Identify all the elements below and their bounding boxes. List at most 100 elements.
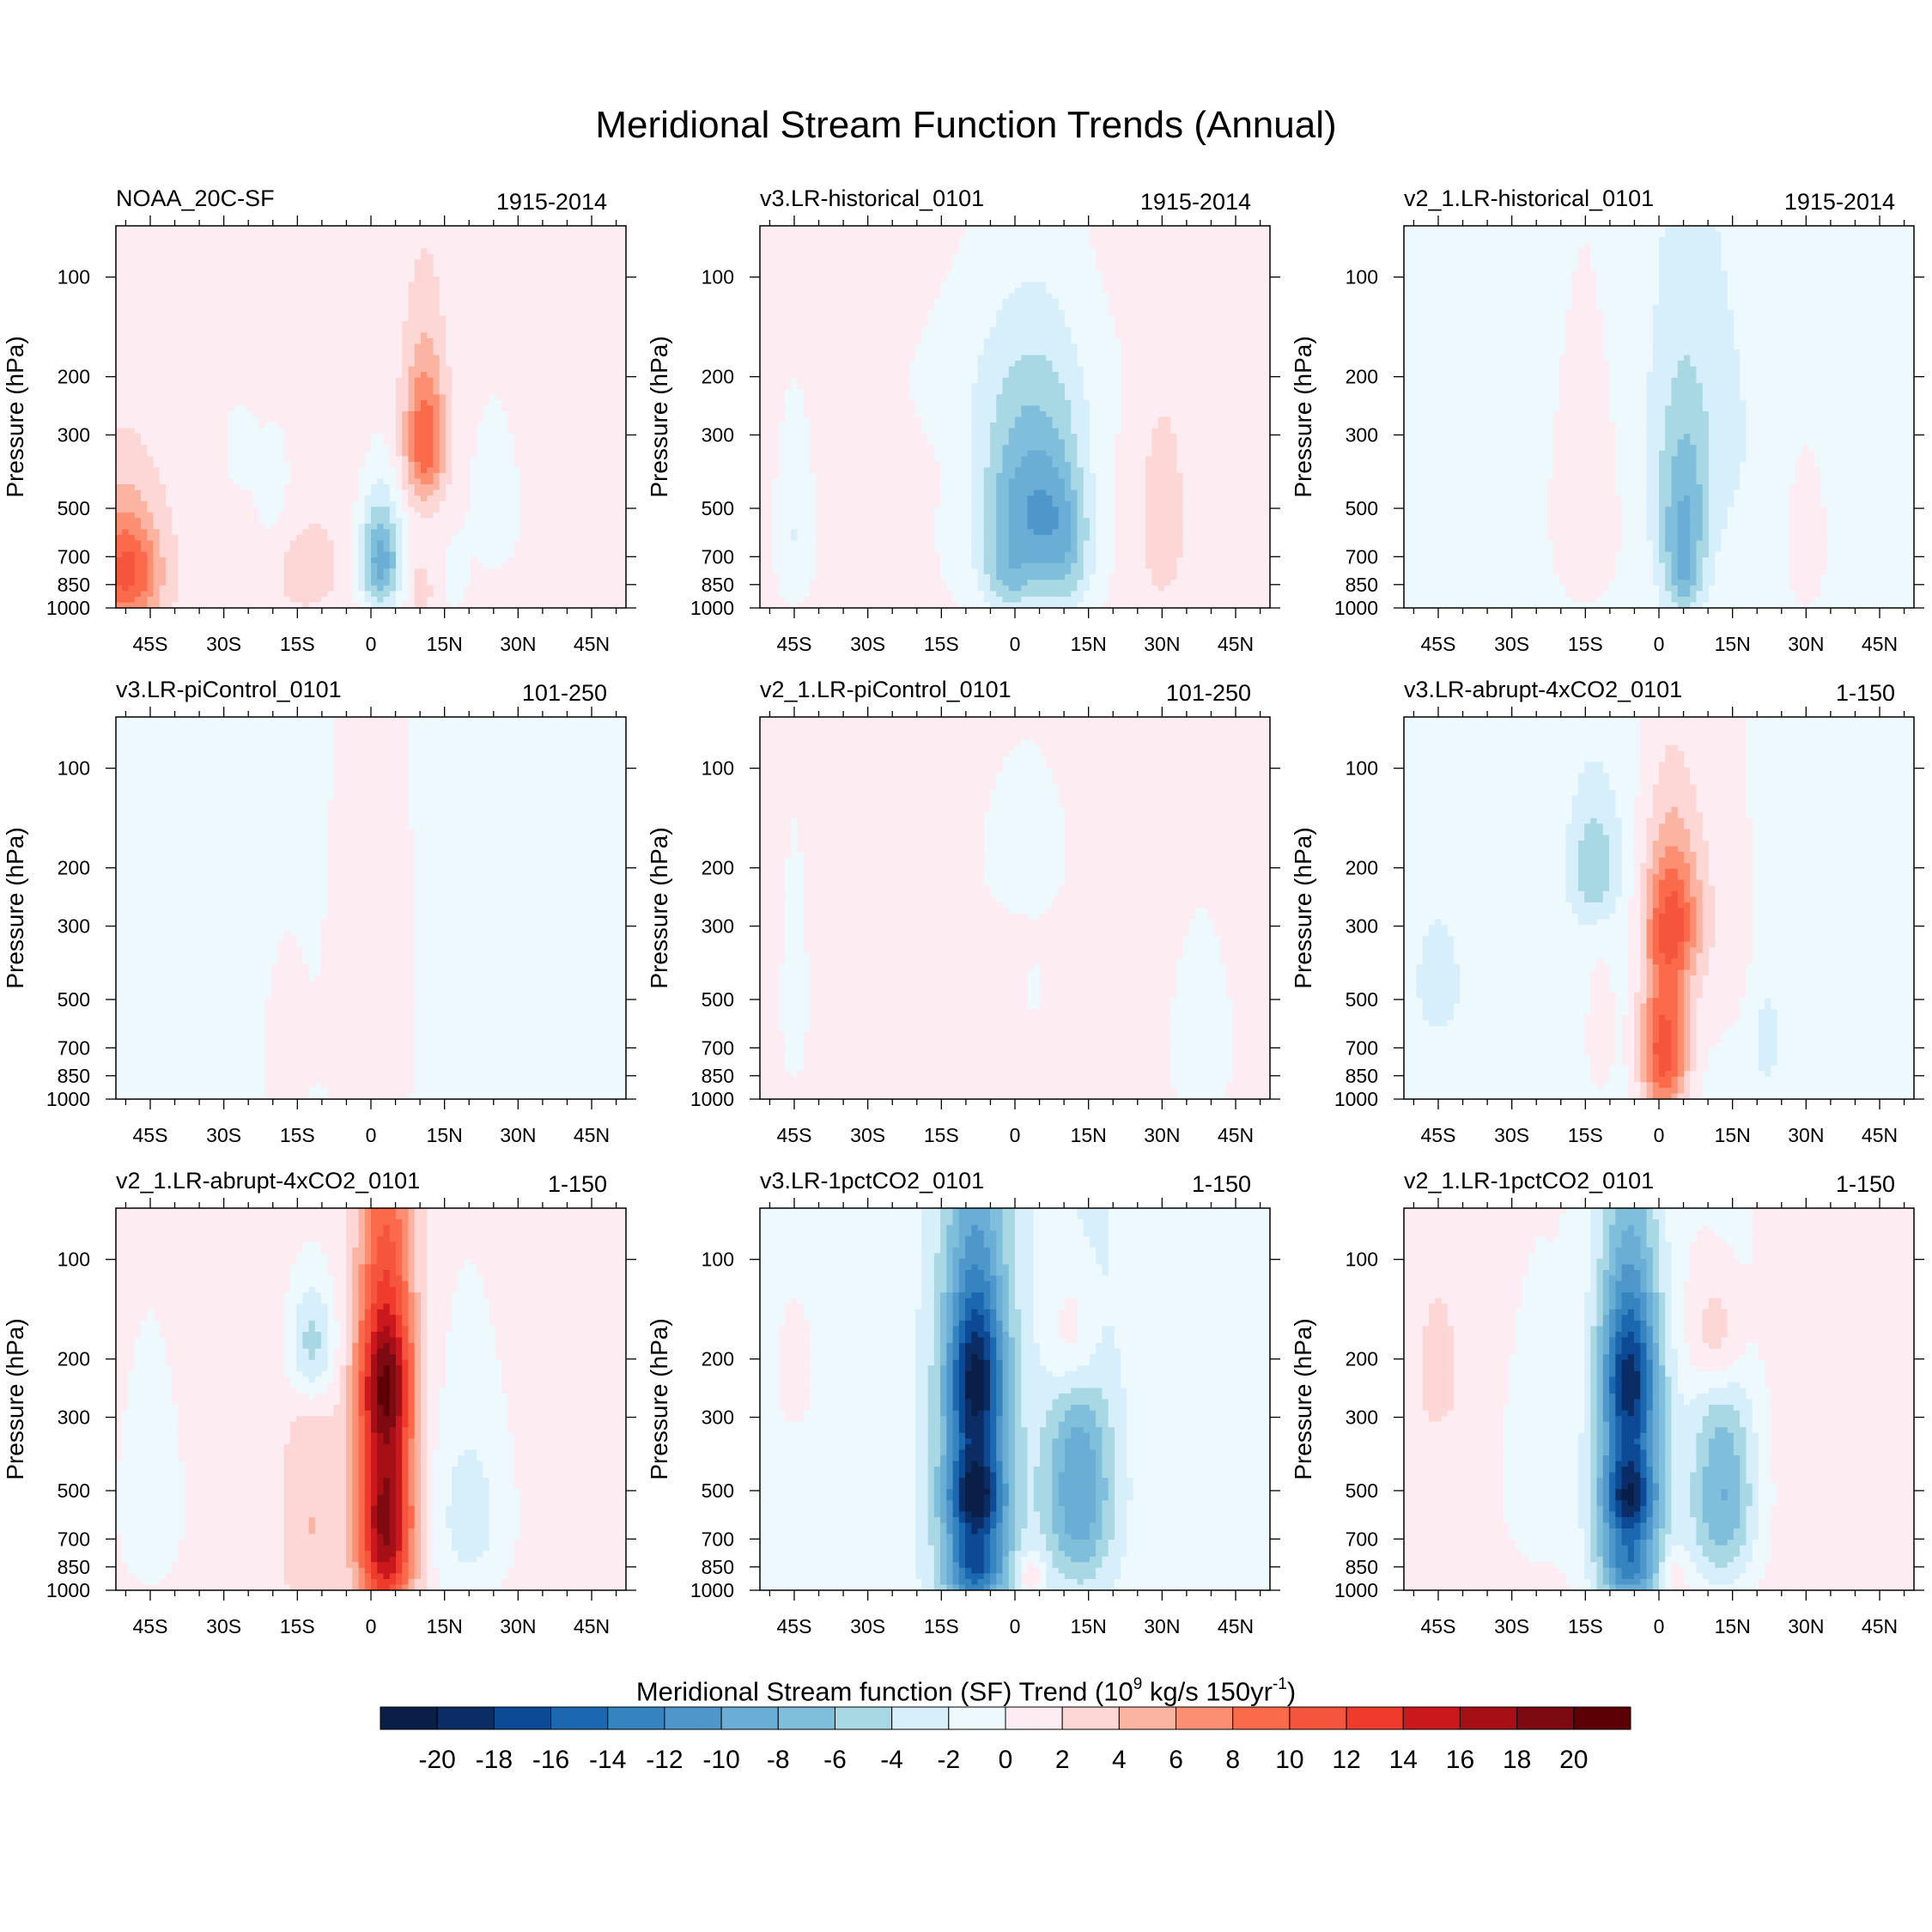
panel: 45S 30S 15S 0 15N 30N 45N100200300500700850100…: [2, 185, 636, 655]
contour-cell: [352, 349, 360, 356]
contour-cell: [532, 332, 540, 339]
contour-cell: [165, 551, 173, 558]
contour-cell: [134, 523, 142, 530]
contour-cell: [302, 445, 310, 452]
contour-cell: [557, 361, 565, 368]
contour-cell: [582, 264, 590, 271]
contour-cell: [420, 501, 428, 507]
contour-cell: [358, 495, 366, 502]
contour-cell: [283, 484, 291, 491]
contour-cell: [601, 366, 608, 373]
contour-cell: [277, 534, 285, 542]
contour-cell: [513, 349, 521, 356]
contour-cell: [389, 562, 397, 569]
contour-cell: [228, 366, 235, 373]
contour-cell: [402, 534, 410, 542]
contour-cell: [339, 372, 347, 379]
contour-cell: [209, 253, 216, 260]
contour-cell: [563, 467, 571, 474]
contour-cell: [483, 410, 490, 418]
contour-cell: [582, 349, 590, 356]
contour-cell: [532, 343, 540, 350]
contour-cell: [252, 540, 260, 547]
contour-cell: [289, 484, 297, 491]
contour-cell: [607, 439, 615, 446]
contour-cell: [613, 518, 621, 525]
contour-cell: [427, 467, 434, 474]
contour-cell: [526, 366, 533, 373]
contour-cell: [122, 259, 130, 266]
contour-cell: [607, 349, 615, 356]
contour-cell: [607, 450, 615, 457]
contour-cell: [439, 343, 447, 350]
contour-cell: [283, 226, 291, 233]
contour-cell: [557, 484, 565, 491]
contour-cell: [352, 321, 360, 328]
contour-cell: [377, 445, 385, 452]
contour-cell: [576, 540, 583, 547]
contour-cell: [364, 456, 372, 463]
contour-cell: [178, 377, 185, 384]
contour-cell: [513, 343, 521, 350]
contour-cell: [594, 540, 602, 547]
contour-cell: [458, 456, 465, 463]
contour-cell: [271, 405, 278, 412]
contour-cell: [134, 377, 142, 384]
contour-cell: [246, 484, 253, 491]
contour-cell: [203, 507, 210, 513]
contour-cell: [197, 518, 204, 525]
contour-cell: [594, 287, 602, 295]
contour-cell: [427, 231, 434, 238]
contour-cell: [215, 264, 222, 271]
contour-cell: [513, 540, 521, 547]
contour-cell: [569, 540, 577, 547]
contour-cell: [495, 450, 502, 457]
contour-cell: [464, 534, 471, 542]
contour-cell: [165, 495, 173, 502]
contour-cell: [246, 304, 253, 311]
contour-cell: [377, 495, 385, 502]
contour-cell: [483, 394, 490, 401]
contour-cell: [551, 456, 558, 463]
contour-cell: [147, 495, 155, 502]
contour-cell: [116, 326, 123, 333]
contour-cell: [576, 337, 583, 345]
contour-cell: [364, 372, 372, 379]
contour-cell: [445, 557, 453, 564]
contour-cell: [464, 399, 471, 407]
contour-cell: [576, 551, 583, 558]
contour-cell: [147, 231, 155, 238]
contour-cell: [258, 551, 266, 558]
contour-cell: [222, 450, 228, 457]
contour-cell: [122, 512, 130, 519]
contour-cell: [532, 310, 540, 317]
contour-cell: [371, 434, 378, 440]
contour-cell: [283, 304, 291, 311]
contour-cell: [458, 237, 465, 244]
contour-cell: [433, 529, 440, 536]
contour-cell: [519, 287, 527, 295]
contour-cell: [222, 343, 228, 350]
contour-cell: [395, 383, 403, 390]
contour-cell: [389, 237, 397, 244]
contour-cell: [333, 383, 341, 390]
contour-cell: [458, 310, 465, 317]
contour-cell: [203, 484, 210, 491]
contour-cell: [569, 416, 577, 423]
contour-cell: [507, 434, 515, 440]
contour-cell: [277, 507, 285, 513]
contour-cell: [134, 361, 142, 368]
contour-cell: [389, 507, 397, 513]
contour-cell: [513, 372, 521, 379]
contour-cell: [594, 366, 602, 373]
contour-cell: [222, 456, 228, 463]
contour-cell: [321, 461, 328, 468]
contour-cell: [519, 383, 527, 390]
contour-cell: [234, 461, 241, 468]
contour-cell: [178, 428, 185, 434]
contour-cell: [283, 428, 291, 434]
contour-cell: [190, 422, 197, 429]
contour-cell: [389, 242, 397, 249]
contour-cell: [209, 259, 216, 266]
contour-cell: [538, 546, 546, 553]
